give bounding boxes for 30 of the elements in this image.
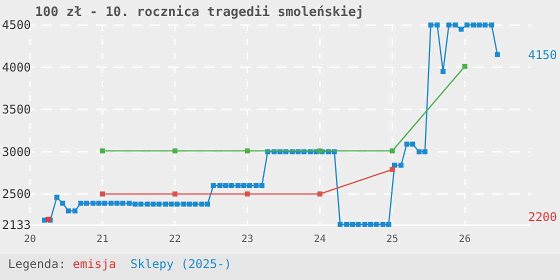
point xyxy=(462,64,468,69)
x-tick-label: 23 xyxy=(241,234,254,245)
point xyxy=(390,166,395,172)
annotation: 2200 xyxy=(528,210,557,224)
point xyxy=(244,191,250,196)
legend-title: Legenda: xyxy=(8,257,66,271)
y-tick-label: 4500 xyxy=(2,18,31,32)
point xyxy=(172,191,178,196)
x-tick-label: 20 xyxy=(24,234,36,245)
x-tick-label: 25 xyxy=(386,234,398,245)
x-tick-label: 21 xyxy=(96,234,108,245)
point xyxy=(100,148,105,154)
point xyxy=(244,148,250,154)
y-tick-label: 4000 xyxy=(2,60,31,74)
text: Sklepy (2025-) xyxy=(130,257,232,271)
chart-title: 100 zł - 10. rocznica tragedii smoleńskiej xyxy=(35,5,364,20)
point xyxy=(172,148,178,154)
point xyxy=(317,148,322,154)
annotation: 4150 xyxy=(528,48,557,62)
point xyxy=(390,148,395,154)
text: emisja xyxy=(72,257,116,271)
x-tick-label: 26 xyxy=(458,234,471,245)
y-tick-label: 3500 xyxy=(2,102,31,117)
point xyxy=(100,191,105,196)
x-tick-label: 24 xyxy=(314,234,326,245)
y-tick-label: 2500 xyxy=(2,187,31,202)
point xyxy=(317,191,322,196)
x-tick-label: 22 xyxy=(168,234,181,245)
y-tick-label: 3000 xyxy=(2,144,31,159)
y-tick-label: 2133 xyxy=(2,218,31,232)
